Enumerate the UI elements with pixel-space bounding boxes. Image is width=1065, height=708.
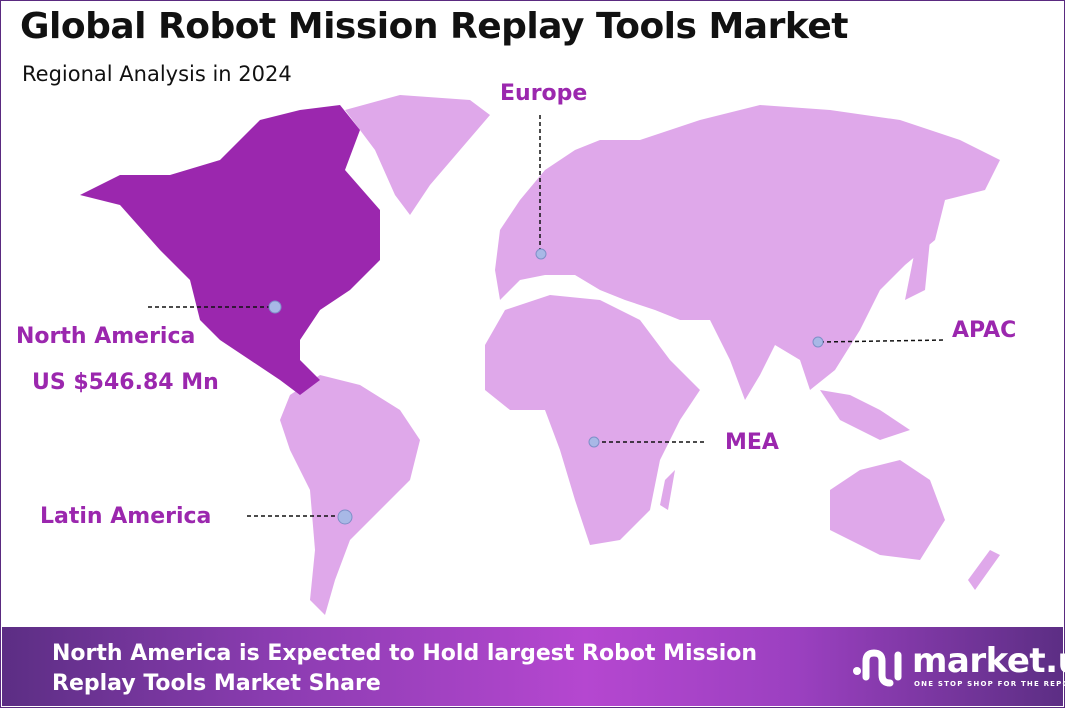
- page-title: Global Robot Mission Replay Tools Market: [20, 6, 848, 47]
- footer-banner: North America is Expected to Hold larges…: [2, 627, 1065, 706]
- greenland: [345, 95, 490, 215]
- footer-line-2: Replay Tools Market Share: [52, 671, 381, 696]
- new-zealand: [968, 550, 1000, 590]
- japan: [905, 240, 930, 300]
- page-subtitle: Regional Analysis in 2024: [22, 62, 292, 86]
- marker-latin-america: [337, 509, 353, 525]
- marker-apac: [812, 336, 824, 348]
- label-north-america: North America: [16, 324, 196, 349]
- footer-text: North America is Expected to Hold larges…: [52, 639, 757, 699]
- south-america: [280, 375, 420, 615]
- australia: [830, 460, 945, 560]
- world-map: [80, 95, 1000, 615]
- marker-mea: [588, 436, 600, 448]
- value-north-america: US $546.84 Mn: [32, 370, 219, 395]
- label-mea: MEA: [725, 430, 779, 455]
- logo-mark-icon: [853, 649, 902, 687]
- africa: [485, 295, 700, 545]
- brand-name: market.us: [912, 641, 1065, 681]
- marker-north-america: [268, 300, 282, 314]
- market-us-logo: market.us ONE STOP SHOP FOR THE REPORTS: [852, 641, 1065, 695]
- brand-tagline: ONE STOP SHOP FOR THE REPORTS: [914, 680, 1065, 688]
- southeast-asia: [820, 390, 910, 440]
- label-latin-america: Latin America: [40, 504, 212, 529]
- marker-europe: [535, 248, 547, 260]
- scandinavia: [560, 165, 630, 230]
- north-america: [80, 105, 380, 395]
- label-apac: APAC: [952, 318, 1017, 343]
- madagascar: [660, 470, 675, 510]
- uk: [520, 205, 540, 245]
- footer-line-1: North America is Expected to Hold larges…: [52, 641, 758, 666]
- label-europe: Europe: [500, 81, 588, 106]
